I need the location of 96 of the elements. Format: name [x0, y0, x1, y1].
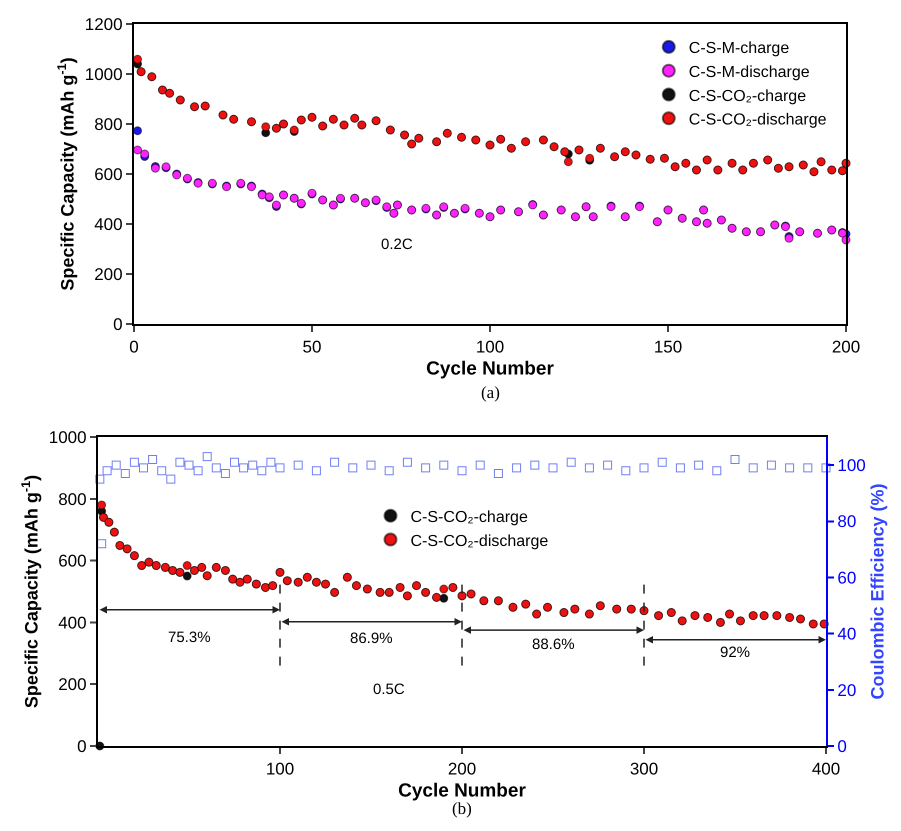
point [402, 458, 412, 467]
y-tick-label: 200 [58, 675, 87, 694]
x-tick-label: 300 [630, 759, 658, 778]
y-tick-label: 400 [94, 214, 123, 234]
legend-label: C-S-M-discharge [688, 64, 810, 81]
annotation: 86.9% [350, 630, 393, 647]
y-tick-label: 0 [113, 314, 123, 334]
point [822, 463, 830, 472]
y-tick-label: 200 [94, 264, 123, 284]
x-axis-title: Cycle Number [398, 780, 526, 802]
point [102, 466, 112, 476]
point [658, 458, 667, 467]
point [785, 463, 794, 472]
point [621, 466, 630, 476]
point [348, 463, 358, 472]
point [257, 466, 266, 476]
y-tick-label: 0 [77, 736, 87, 756]
y-tick-label: 600 [94, 164, 123, 184]
point [130, 458, 139, 467]
point [184, 460, 194, 470]
point [748, 463, 758, 472]
annotation: 0.5C [373, 681, 405, 698]
point [421, 463, 430, 472]
y-tick-label: 600 [58, 552, 87, 571]
x-tick-label: 200 [448, 759, 476, 778]
point [166, 474, 176, 484]
point [294, 460, 303, 470]
point [112, 460, 121, 470]
point [494, 469, 503, 478]
point [676, 463, 685, 472]
y-tick-label: 1000 [48, 428, 87, 447]
point [230, 458, 239, 467]
y2-tick-label: 0 [837, 736, 847, 756]
point [458, 466, 466, 476]
legend-label: C-S-CO₂-discharge [410, 532, 548, 550]
point [584, 463, 594, 472]
y-tick-label: 800 [94, 114, 123, 134]
x-axis-title: Cycle Number [426, 358, 554, 380]
x-tick-label: 100 [266, 759, 294, 778]
point [530, 460, 540, 470]
text: (b) [452, 799, 472, 818]
point [239, 463, 248, 472]
point [712, 466, 722, 476]
point [139, 463, 148, 472]
point [175, 458, 184, 467]
point [730, 454, 740, 464]
point [766, 460, 776, 470]
text: (a) [481, 383, 500, 402]
annotation: 92% [720, 644, 750, 661]
point [603, 460, 612, 470]
point [276, 463, 284, 472]
point [95, 474, 104, 484]
annotation: 75.3% [168, 629, 211, 646]
point [803, 463, 812, 472]
legend-label: C-S-M-charge [688, 40, 790, 58]
y-tick-label: 800 [58, 490, 87, 509]
point [330, 458, 340, 467]
y2-tick-label: 60 [837, 568, 856, 588]
legend-label: C-S-CO₂-charge [688, 88, 806, 105]
point [566, 458, 576, 467]
point [476, 460, 485, 470]
y2-axis-title: Coulombic Efficiency (%) [867, 483, 888, 700]
point [248, 460, 258, 470]
point [366, 460, 376, 470]
x-tick-label: 200 [832, 337, 860, 356]
x-tick-label: 0 [129, 337, 139, 356]
y-tick-label: 1000 [84, 64, 123, 84]
point [157, 466, 166, 476]
y-tick-label: 400 [58, 613, 87, 632]
point [202, 452, 212, 462]
x-tick-label: 100 [476, 337, 504, 356]
y2-tick-label: 80 [837, 512, 856, 532]
point [384, 466, 394, 476]
point [312, 466, 321, 476]
point [512, 463, 522, 472]
point [694, 460, 704, 470]
y2-tick-label: 40 [837, 624, 856, 644]
point [120, 469, 130, 478]
legend-label: C-S-CO₂-discharge [688, 112, 827, 129]
y2-tick-label: 20 [837, 680, 856, 700]
legend-label: C-S-CO₂-charge [410, 508, 528, 526]
x-tick-label: 50 [302, 337, 322, 356]
point [212, 463, 221, 472]
point [548, 463, 558, 472]
point [194, 466, 203, 476]
annotation: 0.2C [381, 236, 413, 253]
point [266, 458, 276, 467]
point [148, 454, 158, 464]
point [640, 463, 648, 472]
y-tick-label: 1200 [84, 14, 123, 34]
point [439, 460, 448, 470]
x-tick-label: 400 [812, 759, 840, 778]
annotation: 88.6% [532, 636, 575, 653]
x-tick-label: 150 [654, 337, 682, 356]
point [220, 469, 230, 478]
y2-tick-label: 100 [837, 456, 866, 476]
